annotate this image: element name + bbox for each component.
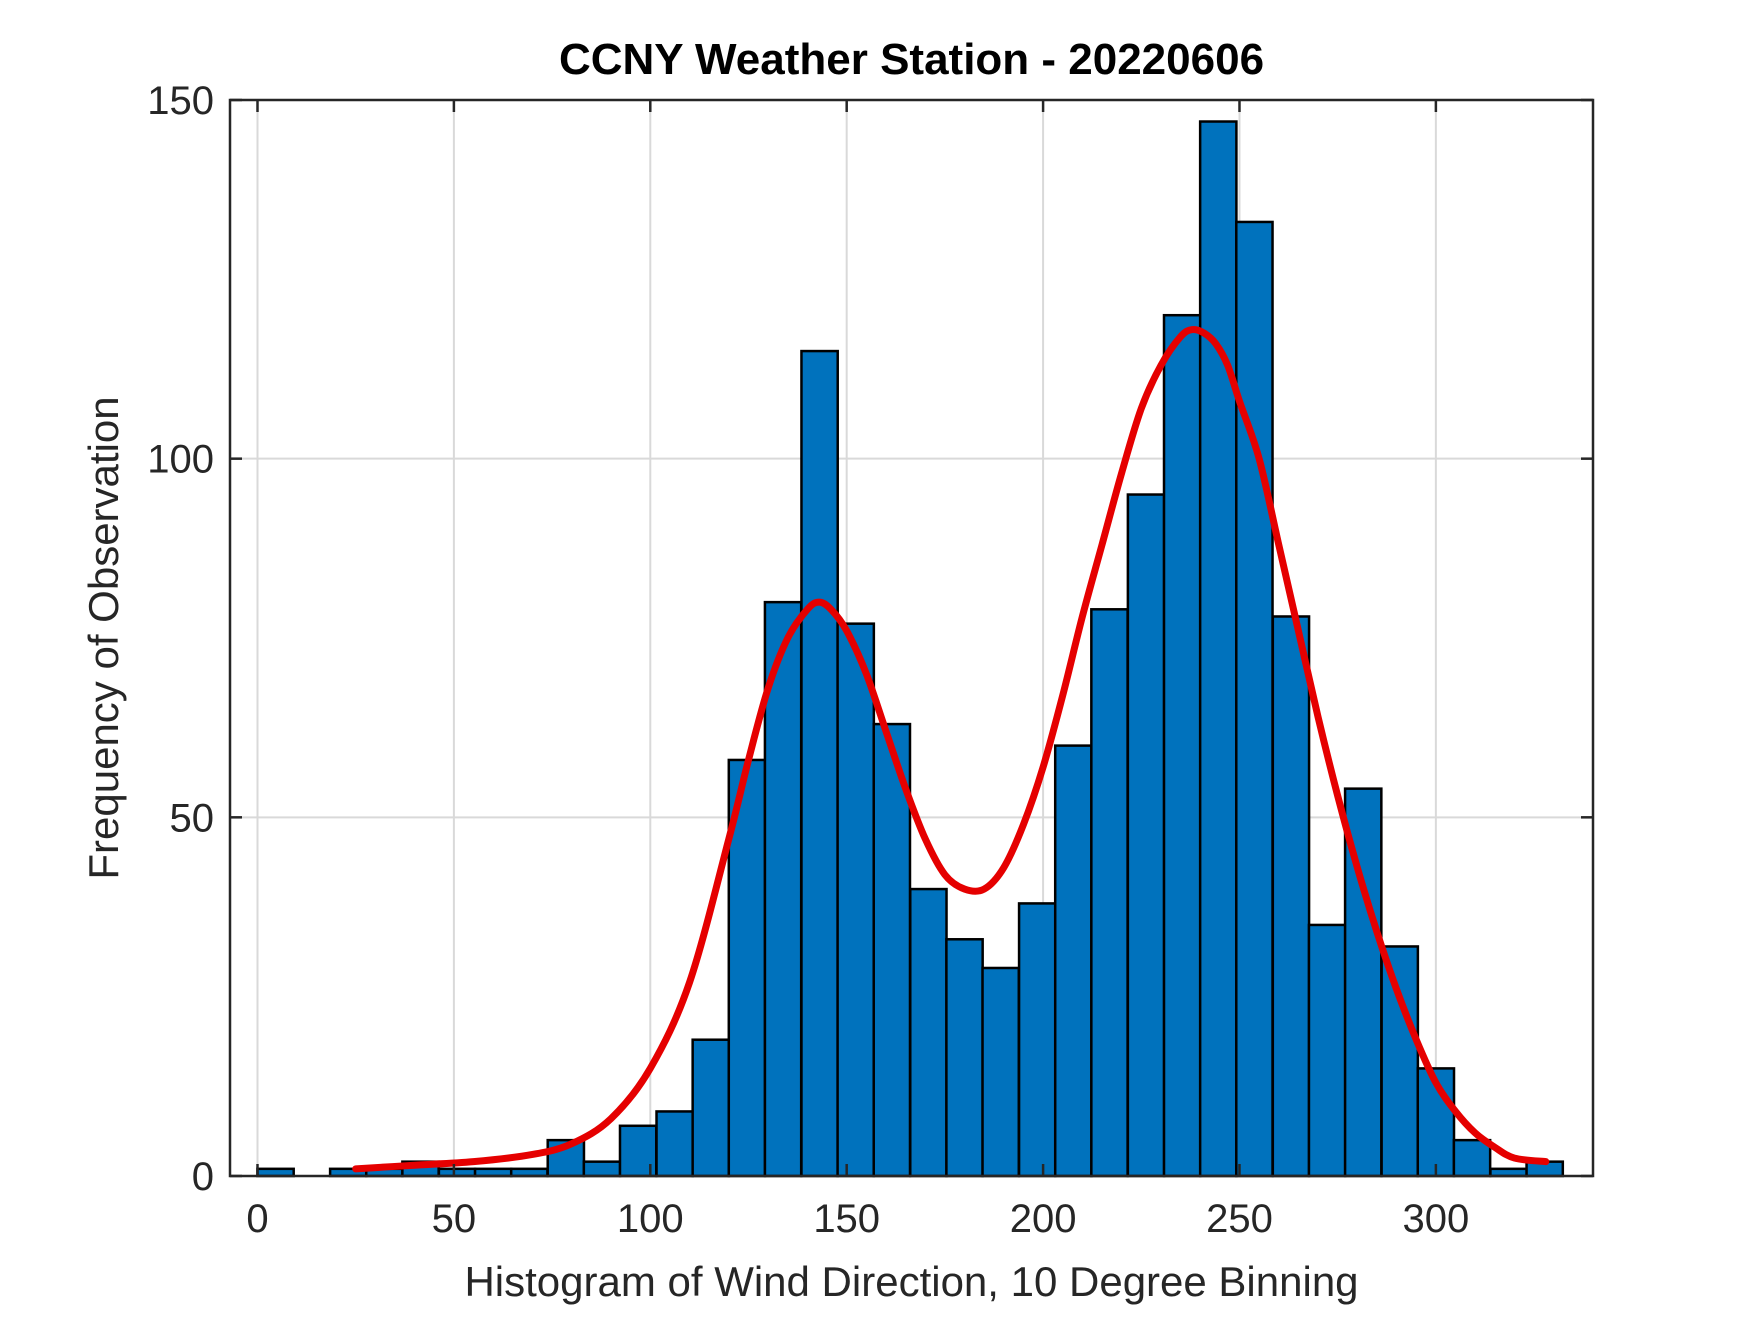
histogram-bar [1126,493,1166,1178]
histogram-bar [1053,744,1093,1178]
histogram-bar [836,622,876,1178]
histogram-bar [981,966,1021,1178]
fit-curve-layer [352,325,1550,1173]
x-tick-label: 200 [1010,1197,1077,1241]
histogram-bar [582,1160,622,1178]
x-tick-label: 50 [432,1197,477,1241]
axis-ticks: 0 50 100 150 200 250 300 0 50 100 150 [147,79,1593,1241]
histogram-bar [655,1110,695,1178]
histogram-bar [1198,120,1238,1178]
histogram-bar [1271,615,1311,1178]
histogram-bar [945,938,984,1178]
histogram-bar [872,722,912,1178]
y-axis-label: Frequency of Observation [80,396,127,879]
histogram-bar [1452,1138,1492,1178]
histogram-bar [1307,923,1347,1178]
histogram-bars [256,120,1565,1178]
histogram-bar [1162,313,1202,1178]
y-tick-label: 100 [147,438,214,482]
histogram-bar [909,887,948,1178]
plot-frame [228,98,1595,1178]
y-tick-label: 150 [147,79,214,123]
x-tick-label: 0 [246,1197,268,1241]
fit-curve [352,325,1550,1173]
histogram-bar [1380,945,1420,1178]
histogram-bar [1235,220,1274,1178]
histogram-bar [1090,608,1129,1178]
histogram-bar [691,1038,731,1178]
x-tick-label: 100 [617,1197,684,1241]
x-tick-label: 250 [1206,1197,1273,1241]
histogram-bar [800,349,839,1178]
x-tick-label: 150 [813,1197,880,1241]
histogram-bar [1017,902,1057,1178]
x-axis-label: Histogram of Wind Direction, 10 Degree B… [464,1258,1358,1305]
x-tick-label: 300 [1403,1197,1470,1241]
chart-title: CCNY Weather Station - 20220606 [559,35,1264,84]
y-tick-label: 50 [170,796,215,840]
y-tick-label: 0 [192,1155,214,1199]
